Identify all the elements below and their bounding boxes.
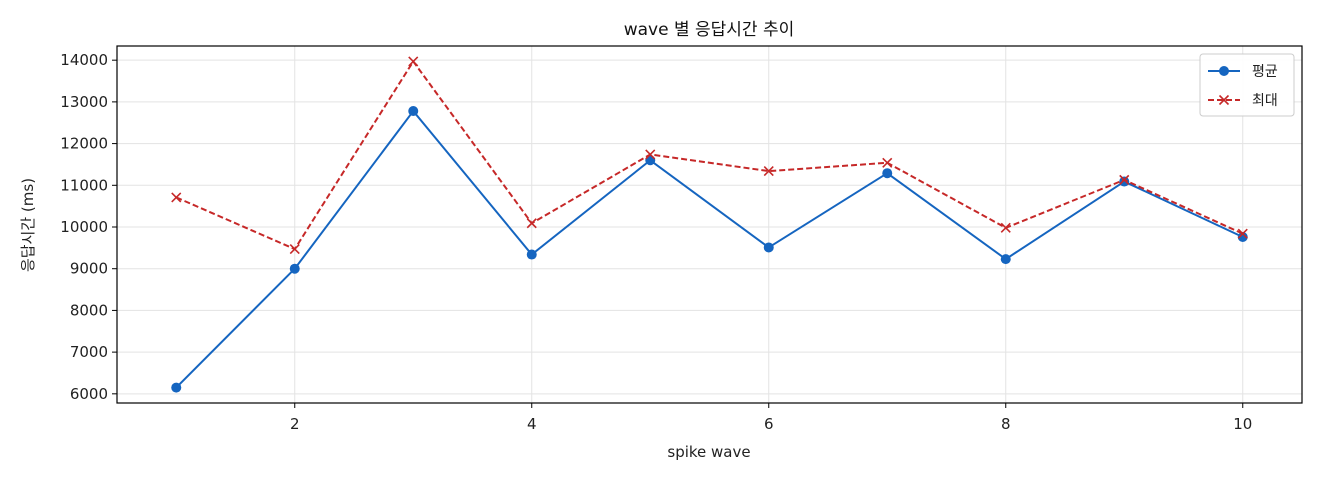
series-layer — [171, 56, 1248, 393]
legend-box — [1199, 53, 1295, 117]
x-marker-stroke — [171, 192, 182, 203]
series-1-point — [289, 263, 300, 274]
x-marker-stroke — [1119, 174, 1130, 185]
chart-title: wave 별 응답시간 추이 — [624, 20, 795, 40]
legend-marker-2 — [1218, 94, 1230, 106]
x-tick-label: 6 — [764, 415, 774, 433]
series-2-point — [1119, 174, 1130, 185]
series-2-point — [171, 192, 182, 203]
series-1-point — [763, 242, 774, 253]
x-marker-stroke — [1218, 94, 1230, 106]
plot-frame — [116, 45, 1303, 404]
x-marker-stroke — [1237, 228, 1248, 239]
series-1-point — [1119, 176, 1130, 187]
y-tick-label: 13000 — [60, 93, 108, 111]
x-tick-label: 8 — [1001, 415, 1011, 433]
series-line-2 — [175, 60, 1244, 251]
x-axis-title: spike wave — [667, 443, 750, 461]
y-tick-label: 9000 — [70, 260, 108, 278]
series-2-point — [1000, 222, 1011, 233]
series-2-point — [408, 56, 419, 67]
y-tick-label: 6000 — [70, 385, 108, 403]
legend-label-2: 최대 — [1252, 93, 1278, 109]
series-1-point — [171, 382, 182, 393]
x-marker-stroke — [289, 244, 300, 255]
legend-label-1: 평균 — [1252, 64, 1278, 80]
x-marker-stroke — [408, 56, 419, 67]
series-1-point — [1237, 232, 1248, 243]
legend-marker-1 — [1219, 66, 1229, 76]
y-tick-label: 12000 — [60, 135, 108, 153]
y-axis-title: 응답시간 (ms) — [19, 178, 37, 272]
tick-layer: 6000 7000 8000 9000 10000 11000 12000 13000 1400… — [60, 51, 1252, 433]
series-1-point — [408, 106, 419, 117]
y-tick-label: 14000 — [60, 51, 108, 69]
series-1-point — [882, 168, 893, 179]
y-tick-label: 7000 — [70, 343, 108, 361]
series-line-1 — [175, 110, 1244, 389]
y-tick-label: 11000 — [60, 176, 108, 194]
series-2-point — [289, 244, 300, 255]
series-2-point — [645, 149, 656, 160]
x-tick-label: 2 — [290, 415, 300, 433]
x-marker-stroke — [882, 157, 893, 168]
grid-layer — [117, 46, 1302, 403]
y-tick-label: 8000 — [70, 301, 108, 319]
series-2-point — [1237, 228, 1248, 239]
y-tick-label: 10000 — [60, 218, 108, 236]
series-2-point — [882, 157, 893, 168]
x-marker-stroke — [763, 166, 774, 177]
series-1-point — [1000, 254, 1011, 265]
x-marker-stroke — [1000, 222, 1011, 233]
x-tick-label: 10 — [1233, 415, 1252, 433]
x-tick-label: 4 — [527, 415, 537, 433]
series-1-point — [526, 249, 537, 260]
x-marker-stroke — [645, 149, 656, 160]
series-2-point — [763, 166, 774, 177]
x-marker-stroke — [526, 218, 537, 229]
series-2-point — [526, 218, 537, 229]
